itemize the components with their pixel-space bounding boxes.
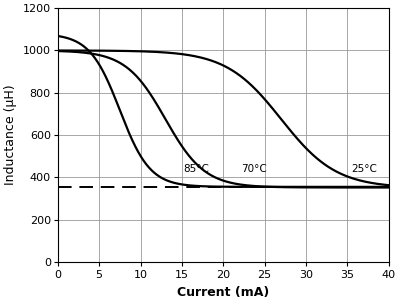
Text: 70°C: 70°C: [242, 164, 267, 174]
Text: 85°C: 85°C: [184, 164, 210, 174]
X-axis label: Current (mA): Current (mA): [177, 286, 270, 299]
Text: 25°C: 25°C: [352, 164, 378, 174]
Y-axis label: Inductance (μH): Inductance (μH): [4, 85, 17, 185]
